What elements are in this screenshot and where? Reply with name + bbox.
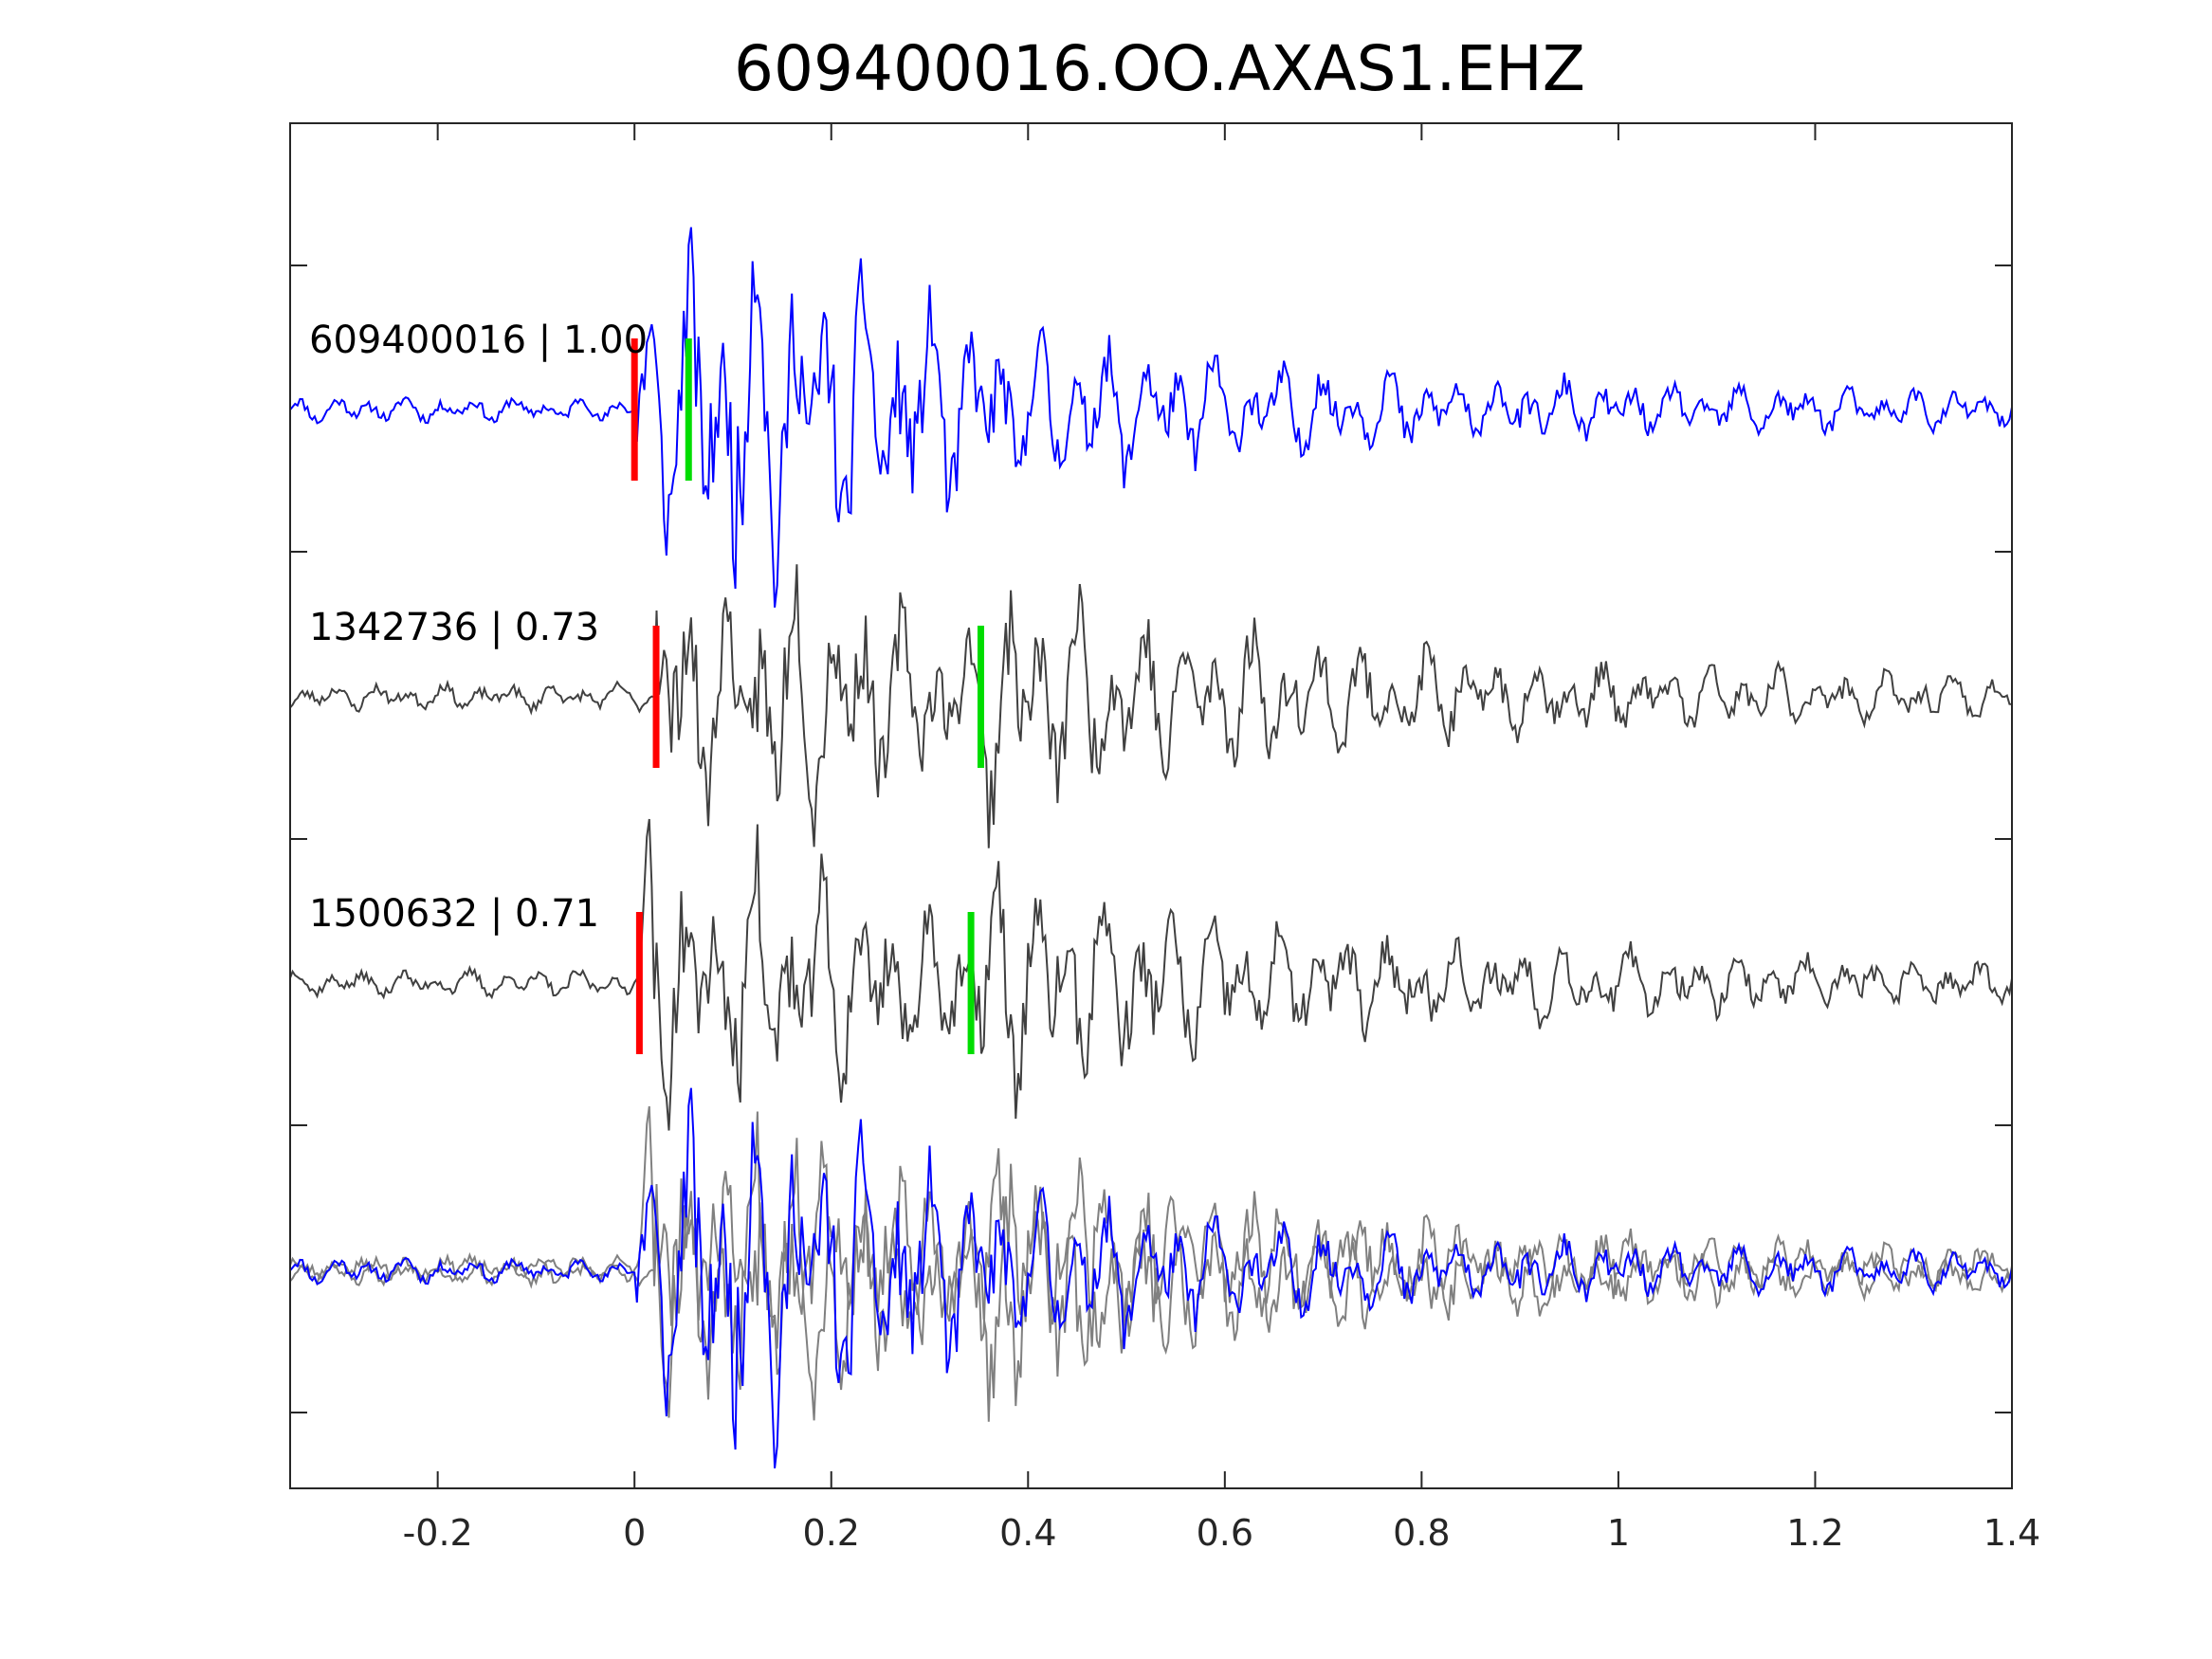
x-tick-label: 1.2 <box>1786 1512 1843 1554</box>
trace-1500632 <box>290 819 2012 1131</box>
trace-label: 1342736 | 0.73 <box>309 606 599 649</box>
x-tick-label: 0 <box>623 1512 646 1554</box>
x-tick-label: 0.2 <box>803 1512 860 1554</box>
trace-609400016 <box>290 228 2012 608</box>
x-tick-label: 1 <box>1607 1512 1630 1554</box>
overlay-trace-1500632 <box>290 1106 2012 1418</box>
x-tick-label: -0.2 <box>403 1512 473 1554</box>
chart-title: 609400016.OO.AXAS1.EHZ <box>734 32 1585 105</box>
trace-label: 609400016 | 1.00 <box>309 319 648 362</box>
trace-label: 1500632 | 0.71 <box>309 892 599 936</box>
x-tick-label: 0.8 <box>1393 1512 1450 1554</box>
x-tick-label: 0.4 <box>999 1512 1056 1554</box>
x-tick-label: 1.4 <box>1983 1512 2040 1554</box>
x-tick-label: 0.6 <box>1197 1512 1253 1554</box>
plot-area: 609400016 | 1.00 1342736 | 0.73 1500632 | … <box>290 228 2012 1468</box>
